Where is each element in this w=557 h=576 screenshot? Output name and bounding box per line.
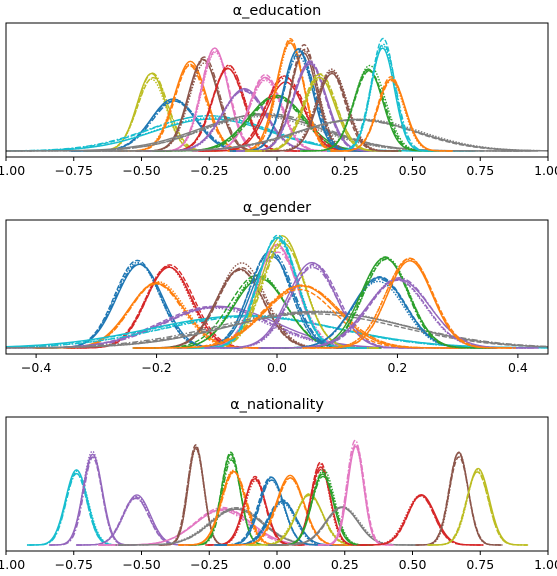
kde-line <box>35 280 281 349</box>
kde-line <box>238 60 382 152</box>
kde-line <box>262 68 402 152</box>
kde-line <box>84 72 220 152</box>
kde-line <box>231 37 350 152</box>
kde-line <box>68 266 270 349</box>
x-tick-label: 0.50 <box>399 557 427 572</box>
kde-line <box>86 78 217 152</box>
kde-line <box>187 238 367 349</box>
kde-line <box>6 112 532 152</box>
x-tick-label: 0.75 <box>466 557 494 572</box>
kde-line <box>326 43 440 152</box>
kde-line <box>330 79 453 152</box>
kde-curves <box>26 439 529 546</box>
kde-line <box>29 472 124 546</box>
kde-line <box>303 257 516 349</box>
kde-line <box>177 250 363 349</box>
kde-line <box>330 76 452 152</box>
x-tick-label: −0.75 <box>55 163 93 178</box>
kde-line <box>247 73 394 152</box>
kde-line <box>208 265 420 349</box>
x-tick-label: 0.25 <box>331 163 359 178</box>
chart-title: α_education <box>233 3 322 19</box>
kde-line <box>77 495 197 546</box>
kde-line <box>428 470 527 546</box>
kde-curves <box>5 234 549 349</box>
kde-line <box>217 479 327 546</box>
kde-line <box>299 64 440 152</box>
x-tick-label: 0.2 <box>387 360 407 375</box>
kde-line <box>273 471 373 546</box>
kde-line <box>152 47 277 152</box>
x-tick-label: −1.00 <box>0 163 25 178</box>
kde-line <box>115 63 265 152</box>
kde-line <box>357 494 484 546</box>
kde-line <box>204 266 422 349</box>
kde-line <box>284 256 487 349</box>
kde-line <box>36 263 241 349</box>
x-tick-label: 0.75 <box>466 163 494 178</box>
kde-line <box>29 472 124 546</box>
x-tick-label: −0.25 <box>190 163 228 178</box>
x-tick-label: 0.00 <box>263 163 291 178</box>
kde-line <box>301 69 436 152</box>
kde-line <box>189 459 273 546</box>
x-tick-label: −0.50 <box>122 163 160 178</box>
panel-1: α_education −1.00 −0.75 −0.50 −0.25 0.00 0.25 0… <box>0 3 557 178</box>
kde-line <box>302 258 516 349</box>
chart-title: α_gender <box>243 200 311 216</box>
kde-line <box>132 284 471 349</box>
kde-line <box>230 51 369 152</box>
kde-line <box>5 314 549 349</box>
x-tick-label: −0.2 <box>141 360 171 375</box>
kde-line <box>159 444 233 546</box>
kde-line <box>244 43 364 152</box>
kde-line <box>309 257 511 349</box>
kde-line <box>359 493 484 546</box>
kde-line <box>49 456 136 546</box>
kde-line <box>330 44 436 152</box>
x-tick-label: 0.25 <box>331 557 359 572</box>
x-tick-label: −1.00 <box>0 557 25 572</box>
x-tick-label: 0.0 <box>267 360 287 375</box>
kde-line <box>83 119 549 152</box>
x-tick-label: 0.00 <box>263 557 291 572</box>
kde-line <box>361 495 481 546</box>
kde-line <box>66 266 273 349</box>
kde-curves <box>5 37 549 152</box>
panel-3: α_nationality −1.00 −0.75 −0.50 −0.25 0.00 0.2… <box>0 397 557 572</box>
x-tick-label: 1.00 <box>534 557 557 572</box>
kde-line <box>266 70 398 152</box>
kde-line <box>179 471 289 546</box>
kde-line <box>153 51 277 152</box>
kde-line <box>48 453 137 546</box>
kde-line <box>173 250 370 349</box>
x-tick-label: −0.75 <box>55 557 93 572</box>
kde-line <box>228 39 353 152</box>
x-tick-label: 1.00 <box>534 163 557 178</box>
x-tick-label: 0.50 <box>399 163 427 178</box>
x-tick-label: 0.4 <box>508 360 528 375</box>
kde-line <box>274 473 371 546</box>
kde-line <box>50 450 135 546</box>
kde-line <box>205 478 305 546</box>
x-tick-label: −0.4 <box>21 360 51 375</box>
kde-line <box>179 469 287 546</box>
chart-title: α_nationality <box>230 397 324 413</box>
kde-line <box>117 64 262 152</box>
kde-line <box>272 475 374 546</box>
kde-line <box>361 494 481 546</box>
kde-line <box>415 452 502 546</box>
kde-line <box>34 281 278 349</box>
panel-2: α_gender −0.4 −0.2 0.0 0.2 0.4 <box>5 200 549 375</box>
x-tick-label: −0.25 <box>190 557 228 572</box>
kde-line <box>75 497 196 546</box>
kde-line <box>51 456 135 546</box>
kde-line <box>5 310 549 349</box>
kde-line <box>119 63 262 152</box>
kde-line <box>5 116 475 152</box>
kde-line <box>36 259 239 349</box>
x-tick-label: −0.50 <box>122 557 160 572</box>
kde-line <box>318 439 393 546</box>
